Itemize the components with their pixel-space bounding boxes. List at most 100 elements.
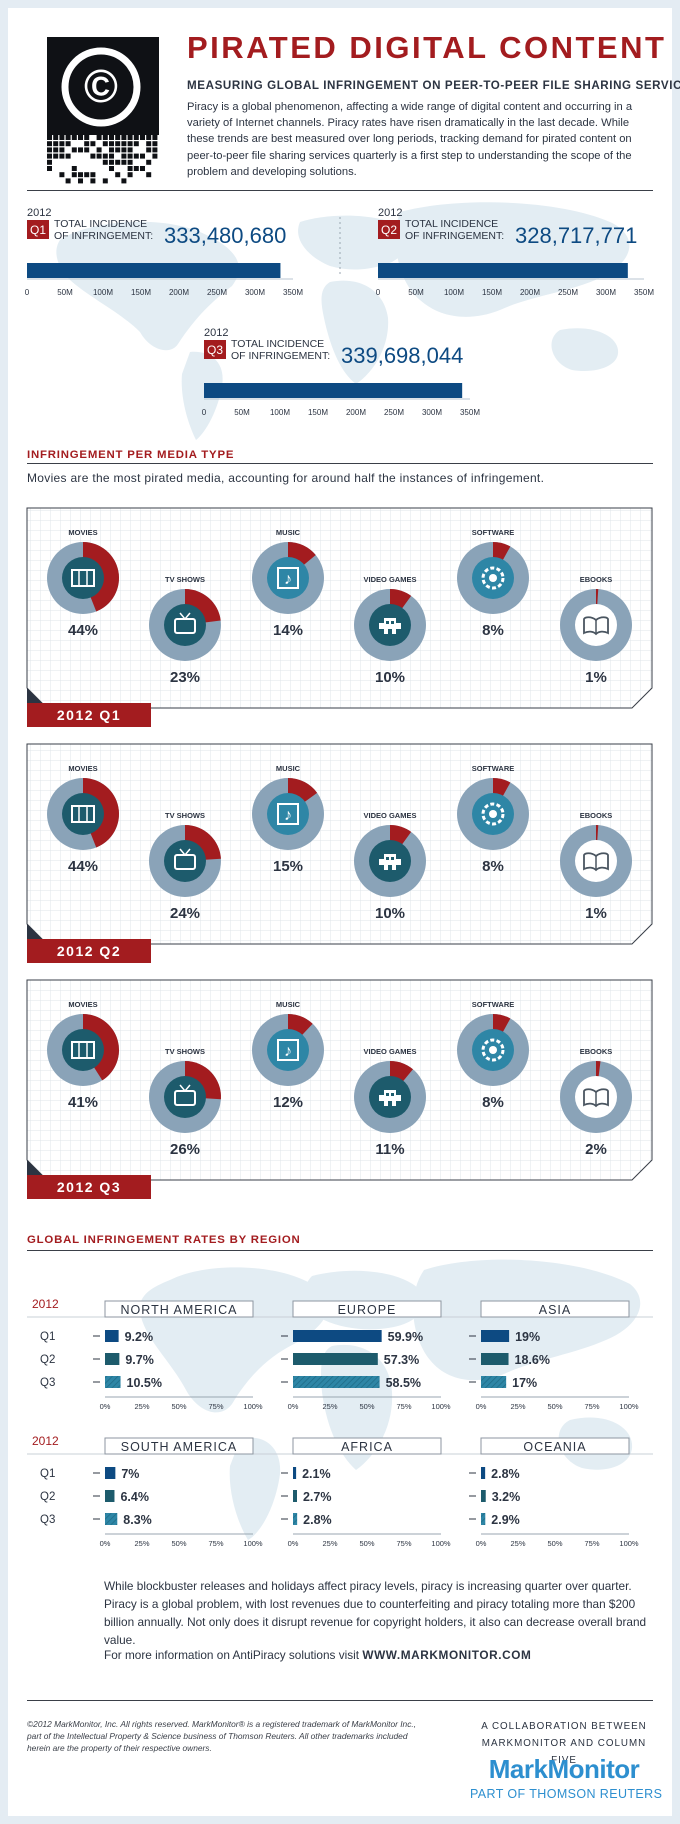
logo-pixel bbox=[90, 141, 96, 147]
more-info-line: For more information on AntiPiracy solut… bbox=[104, 1648, 531, 1662]
region-value-label: 3.2% bbox=[492, 1490, 520, 1504]
region-tick-label: 50% bbox=[547, 1402, 562, 1411]
region-tick-label: 100% bbox=[431, 1539, 451, 1548]
media-panel bbox=[26, 979, 653, 1181]
software-hub bbox=[489, 810, 497, 818]
logo-pixel bbox=[133, 141, 139, 147]
logo-pixel bbox=[146, 159, 152, 165]
logo-pixel bbox=[115, 147, 121, 153]
tv-antenna bbox=[179, 612, 191, 621]
region-value-label: 58.5% bbox=[386, 1376, 421, 1390]
incidence-bar bbox=[204, 383, 463, 398]
film-icon bbox=[71, 569, 95, 587]
incidence-tick-label: 50M bbox=[234, 408, 250, 417]
media-type-chart: 2012 Q1 MOVIES 44% TV SHOWS 23% MUSIC ♪ 14% VIDE… bbox=[26, 507, 653, 1199]
logo-pixel bbox=[127, 135, 133, 140]
logo-pixel bbox=[78, 178, 83, 184]
incidence-tick-label: 350M bbox=[460, 408, 480, 417]
media-section-title: INFRINGEMENT PER MEDIA TYPE bbox=[27, 449, 235, 461]
incidence-tick-label: 50M bbox=[57, 288, 73, 297]
logo-pixel bbox=[133, 153, 139, 159]
region-bar bbox=[293, 1330, 382, 1342]
region-tick-label: 25% bbox=[322, 1402, 337, 1411]
media-percent-label: 8% bbox=[482, 1094, 504, 1111]
region-name-box bbox=[292, 1300, 442, 1318]
logo-pixel bbox=[109, 166, 114, 171]
logo-pixel bbox=[140, 166, 145, 171]
region-bar bbox=[293, 1376, 380, 1388]
region-value-label: 10.5% bbox=[127, 1376, 162, 1390]
music-icon bbox=[277, 1039, 299, 1061]
quarter-tab bbox=[27, 703, 151, 727]
region-bar bbox=[105, 1330, 119, 1342]
software-hub bbox=[489, 1046, 497, 1054]
region-name: OCEANIA bbox=[523, 1440, 586, 1454]
tv-antenna bbox=[179, 848, 191, 857]
region-tick-label: 100% bbox=[243, 1402, 263, 1411]
music-icon bbox=[277, 803, 299, 825]
markmonitor-link[interactable]: WWW.MARKMONITOR.COM bbox=[362, 1648, 532, 1662]
logo-pixel bbox=[47, 153, 52, 159]
footer-divider bbox=[27, 1700, 653, 1701]
logo-pixel bbox=[53, 135, 59, 140]
game-eye bbox=[386, 621, 389, 624]
logo-pixel bbox=[59, 135, 65, 140]
region-bar bbox=[481, 1353, 509, 1365]
media-category-label: TV SHOWS bbox=[165, 575, 205, 584]
quarter-badge bbox=[204, 340, 226, 359]
region-value-label: 2.8% bbox=[303, 1513, 332, 1527]
media-category-label: SOFTWARE bbox=[472, 1000, 515, 1009]
incidence-tick-label: 100M bbox=[270, 408, 290, 417]
region-tick-label: 50% bbox=[359, 1539, 374, 1548]
incidence-tick-label: 200M bbox=[346, 408, 366, 417]
logo-pixel bbox=[71, 166, 77, 171]
header-divider bbox=[27, 190, 653, 191]
collab-line-2: MARKMONITOR AND COLUMN FIVE bbox=[481, 1738, 647, 1766]
region-bar bbox=[293, 1490, 297, 1502]
incidence-value: 333,480,680 bbox=[164, 223, 286, 248]
region-value-label: 2.9% bbox=[491, 1513, 520, 1527]
logo-pixel bbox=[84, 147, 90, 153]
logo-pixel bbox=[109, 153, 114, 159]
logo-pixel bbox=[59, 141, 65, 147]
region-section-title: GLOBAL INFRINGEMENT RATES BY REGION bbox=[27, 1234, 301, 1246]
media-category-label: MUSIC bbox=[276, 764, 301, 773]
incidence-tick-label: 350M bbox=[283, 288, 303, 297]
logo-pixel bbox=[146, 172, 152, 178]
logo-pixel bbox=[121, 147, 127, 153]
logo-pixel bbox=[96, 147, 102, 153]
game-eye bbox=[386, 857, 389, 860]
media-percent-label: 1% bbox=[585, 905, 607, 922]
region-name: AFRICA bbox=[341, 1440, 393, 1454]
collaboration-credit: A COLLABORATION BETWEEN MARKMONITOR AND … bbox=[470, 1718, 658, 1769]
logo-pixel bbox=[127, 172, 133, 178]
logo-pixel bbox=[102, 159, 108, 165]
logo-pixel bbox=[102, 153, 108, 159]
logo-pixel bbox=[140, 135, 145, 140]
logo-pixel bbox=[109, 147, 114, 153]
logo-pixel bbox=[102, 135, 108, 140]
quarter-badge bbox=[378, 220, 400, 239]
region-tick-label: 0% bbox=[288, 1539, 299, 1548]
logo-pixel bbox=[127, 166, 133, 171]
media-percent-label: 24% bbox=[170, 905, 200, 922]
region-value-label: 9.2% bbox=[125, 1330, 154, 1344]
region-value-label: 17% bbox=[512, 1376, 537, 1390]
region-tick-label: 25% bbox=[134, 1539, 149, 1548]
incidence-year: 2012 bbox=[27, 207, 51, 219]
region-tick-label: 75% bbox=[396, 1539, 411, 1548]
region-tick-label: 0% bbox=[100, 1539, 111, 1548]
incidence-tick-label: 0 bbox=[202, 408, 207, 417]
logo-pixel bbox=[146, 141, 152, 147]
region-bar bbox=[293, 1467, 297, 1479]
logo-pixel bbox=[84, 141, 90, 147]
software-icon bbox=[481, 802, 505, 826]
region-name: SOUTH AMERICA bbox=[121, 1440, 238, 1454]
logo-pixel bbox=[90, 178, 96, 184]
logo-pixel bbox=[84, 135, 90, 140]
incidence-tick-label: 250M bbox=[207, 288, 227, 297]
quarter-tab-label: 2012 Q1 bbox=[57, 707, 121, 723]
incidence-tick-label: 300M bbox=[245, 288, 265, 297]
logo-pixel bbox=[121, 141, 127, 147]
